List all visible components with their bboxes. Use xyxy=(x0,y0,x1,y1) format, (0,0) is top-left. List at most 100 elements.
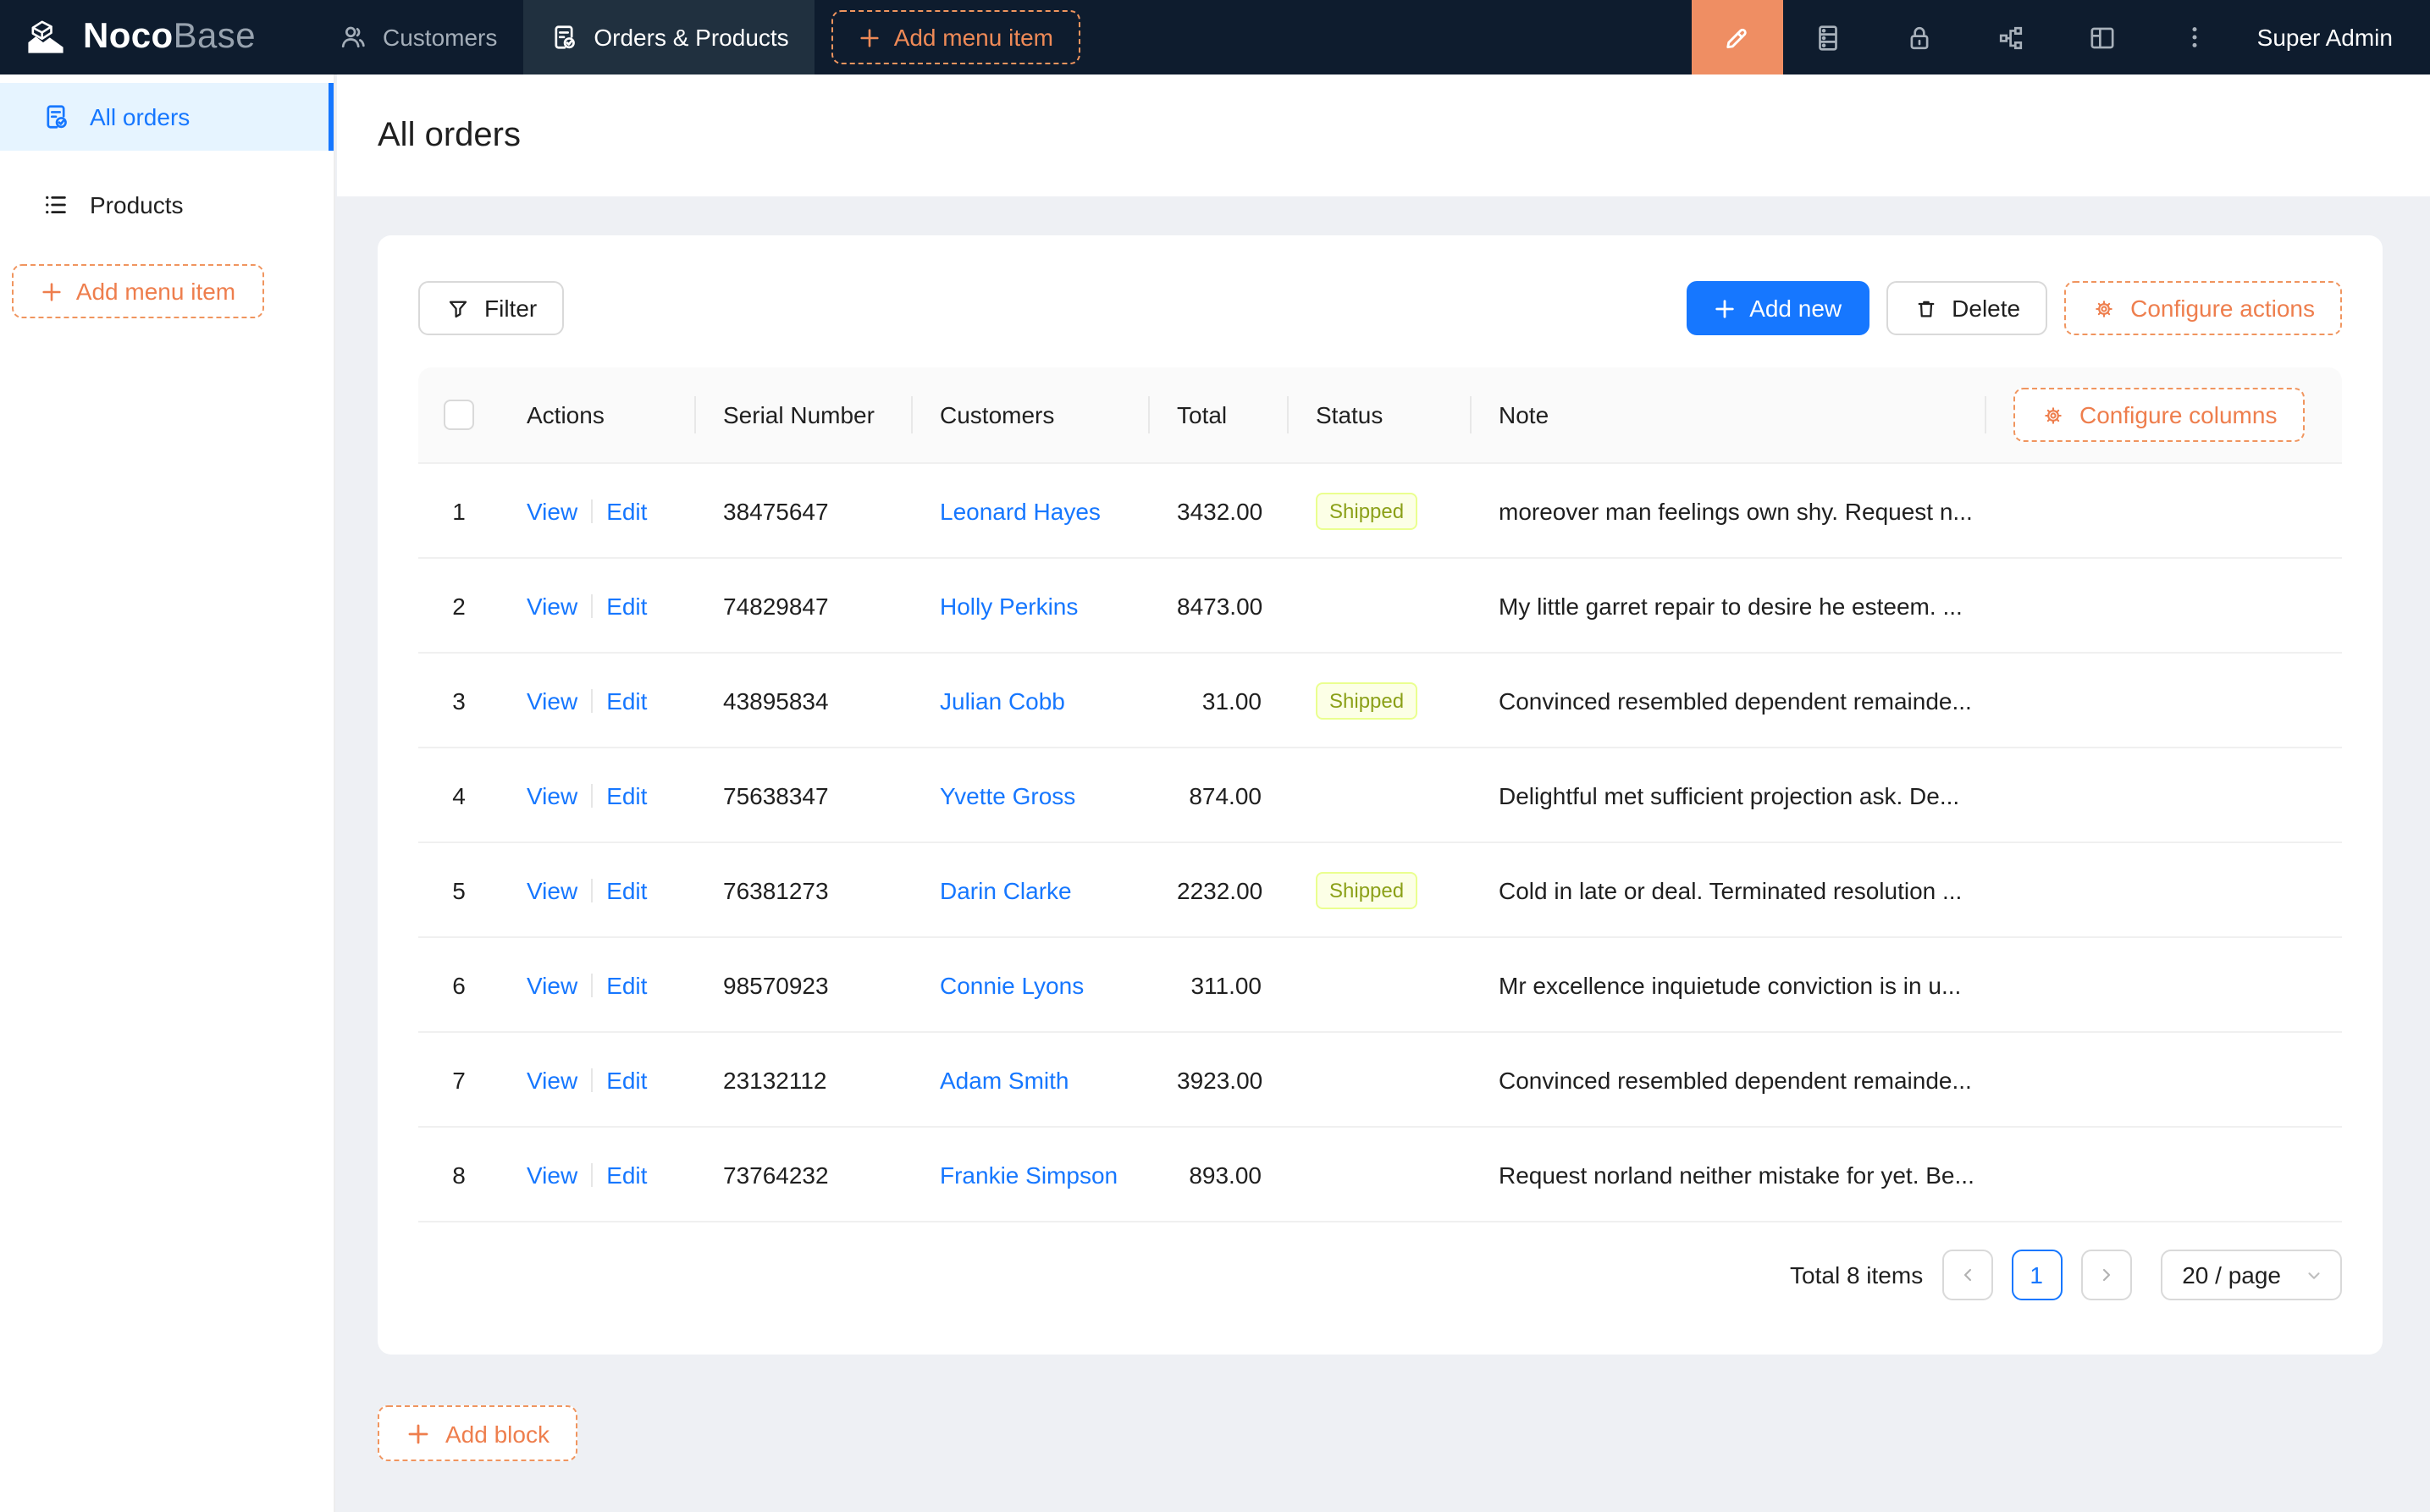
customer-link[interactable]: Frankie Simpson xyxy=(940,1161,1118,1188)
row-serial-number: 74829847 xyxy=(723,592,829,619)
row-note: Mr excellence inquietude conviction is i… xyxy=(1499,971,1962,998)
row-serial-number: 98570923 xyxy=(723,971,829,998)
edit-link[interactable]: Edit xyxy=(606,592,648,619)
row-customer: Adam Smith xyxy=(913,1066,1150,1093)
table-toolbar: Filter Add new xyxy=(418,281,2342,335)
order-file-check-icon xyxy=(548,22,578,52)
configure-actions-button[interactable]: Configure actions xyxy=(2064,281,2342,335)
add-block-button[interactable]: Add block xyxy=(378,1405,578,1461)
row-total: 874.00 xyxy=(1189,781,1262,808)
row-customer: Connie Lyons xyxy=(913,971,1150,998)
layout-icon xyxy=(2087,21,2119,53)
page-size-select[interactable]: 20 / page xyxy=(2160,1250,2342,1300)
view-link[interactable]: View xyxy=(527,1161,578,1188)
pagination-page-1[interactable]: 1 xyxy=(2011,1250,2063,1300)
customer-link[interactable]: Holly Perkins xyxy=(940,592,1079,619)
delete-button[interactable]: Delete xyxy=(1886,281,2048,335)
view-link[interactable]: View xyxy=(527,781,578,808)
customer-link[interactable]: Adam Smith xyxy=(940,1066,1069,1093)
data-source-button[interactable] xyxy=(1783,0,1875,74)
customer-link[interactable]: Darin Clarke xyxy=(940,876,1072,903)
row-actions: View Edit xyxy=(500,781,696,808)
users-icon xyxy=(337,22,367,52)
view-link[interactable]: View xyxy=(527,687,578,714)
table-row: 7 View Edit 23132112 Adam Smith 3923.00 C… xyxy=(418,1033,2342,1128)
sidebar-item-products[interactable]: Products xyxy=(0,171,334,239)
row-actions: View Edit xyxy=(500,876,696,903)
edit-link[interactable]: Edit xyxy=(606,687,648,714)
table-body: 1 View Edit 38475647 Leonard Hayes 3432.0… xyxy=(418,464,2342,1222)
row-index: 8 xyxy=(452,1161,466,1188)
sidebar-item-all-orders[interactable]: All orders xyxy=(0,83,334,151)
customer-link[interactable]: Julian Cobb xyxy=(940,687,1065,714)
nav-tab-customers[interactable]: Customers xyxy=(312,0,522,74)
table-row: 4 View Edit 75638347 Yvette Gross 874.00 … xyxy=(418,748,2342,843)
row-note: Request norland neither mistake for yet.… xyxy=(1499,1161,1974,1188)
top-menu: Customers Orders & Products Add men xyxy=(312,0,1081,74)
workflow-icon xyxy=(1996,21,2028,53)
chevron-left-icon xyxy=(1957,1265,1977,1285)
app-logo: NocoBase xyxy=(0,0,312,74)
status-badge: Shipped xyxy=(1316,871,1418,908)
add-menu-item-button-top[interactable]: Add menu item xyxy=(831,10,1081,64)
edit-link[interactable]: Edit xyxy=(606,781,648,808)
column-header-total: Total xyxy=(1150,367,1289,462)
row-actions: View Edit xyxy=(500,497,696,524)
more-button[interactable] xyxy=(2149,0,2240,74)
customer-link[interactable]: Yvette Gross xyxy=(940,781,1076,808)
customer-link[interactable]: Connie Lyons xyxy=(940,971,1085,998)
select-all-checkbox[interactable] xyxy=(444,400,474,430)
row-serial-number: 76381273 xyxy=(723,876,829,903)
chevron-down-icon xyxy=(2305,1266,2323,1284)
pagination-prev-button[interactable] xyxy=(1941,1250,1993,1300)
row-customer: Julian Cobb xyxy=(913,687,1150,714)
table-row: 8 View Edit 73764232 Frankie Simpson 893.… xyxy=(418,1128,2342,1222)
column-header-actions: Actions xyxy=(500,367,696,462)
layout-button[interactable] xyxy=(2057,0,2149,74)
edit-link[interactable]: Edit xyxy=(606,497,648,524)
configure-columns-button[interactable]: Configure columns xyxy=(2013,388,2305,442)
main-area: All orders Filter xyxy=(337,74,2430,1512)
view-link[interactable]: View xyxy=(527,497,578,524)
ui-editor-button[interactable] xyxy=(1691,0,1783,74)
divider xyxy=(591,499,594,522)
row-index: 4 xyxy=(452,781,466,808)
add-menu-item-button-sidebar[interactable]: Add menu item xyxy=(12,264,264,318)
row-total: 8473.00 xyxy=(1177,592,1263,619)
add-new-button[interactable]: Add new xyxy=(1687,281,1869,335)
row-note: Convinced resembled dependent remainde..… xyxy=(1499,1066,1972,1093)
lock-icon xyxy=(1904,21,1936,53)
acl-button[interactable] xyxy=(1875,0,1966,74)
row-actions: View Edit xyxy=(500,687,696,714)
row-customer: Darin Clarke xyxy=(913,876,1150,903)
divider xyxy=(591,1068,594,1091)
divider xyxy=(591,593,594,617)
row-serial-number: 73764232 xyxy=(723,1161,829,1188)
view-link[interactable]: View xyxy=(527,971,578,998)
edit-link[interactable]: Edit xyxy=(606,1161,648,1188)
edit-link[interactable]: Edit xyxy=(606,1066,648,1093)
divider xyxy=(591,1162,594,1186)
table-row: 5 View Edit 76381273 Darin Clarke 2232.00… xyxy=(418,843,2342,938)
workflow-button[interactable] xyxy=(1966,0,2057,74)
row-note: My little garret repair to desire he est… xyxy=(1499,592,1963,619)
edit-link[interactable]: Edit xyxy=(606,971,648,998)
list-icon xyxy=(41,190,71,220)
nav-tab-orders-products[interactable]: Orders & Products xyxy=(522,0,815,74)
view-link[interactable]: View xyxy=(527,592,578,619)
view-link[interactable]: View xyxy=(527,1066,578,1093)
customer-link[interactable]: Leonard Hayes xyxy=(940,497,1101,524)
order-file-check-icon xyxy=(41,102,71,132)
row-index: 2 xyxy=(452,592,466,619)
header-checkbox-cell xyxy=(418,367,500,462)
filter-button[interactable]: Filter xyxy=(418,281,565,335)
filter-icon xyxy=(445,295,471,321)
sidebar-item-label: All orders xyxy=(90,103,191,130)
pagination-next-button[interactable] xyxy=(2080,1250,2132,1300)
plus-icon xyxy=(859,26,881,48)
row-serial-number: 75638347 xyxy=(723,781,829,808)
edit-link[interactable]: Edit xyxy=(606,876,648,903)
user-menu[interactable]: Super Admin xyxy=(2256,24,2393,51)
view-link[interactable]: View xyxy=(527,876,578,903)
